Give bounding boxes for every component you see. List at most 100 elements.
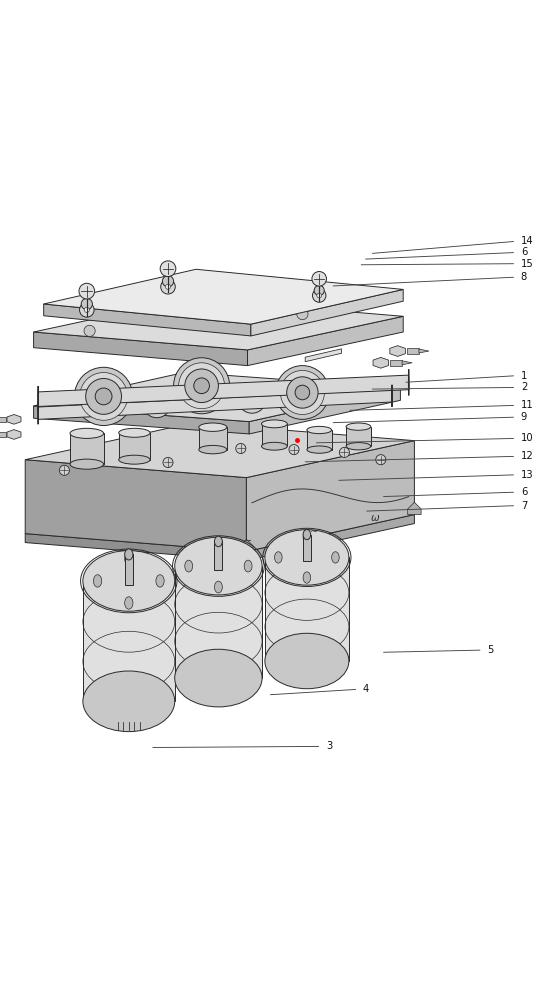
Circle shape: [339, 447, 349, 457]
Polygon shape: [390, 360, 402, 366]
Polygon shape: [44, 304, 251, 336]
Circle shape: [194, 378, 209, 394]
Ellipse shape: [408, 369, 409, 395]
Polygon shape: [249, 388, 400, 434]
Polygon shape: [240, 539, 253, 552]
Circle shape: [317, 293, 321, 298]
Ellipse shape: [70, 459, 104, 469]
Circle shape: [80, 303, 94, 317]
Ellipse shape: [265, 530, 349, 585]
Polygon shape: [199, 427, 227, 450]
Text: 15: 15: [521, 259, 534, 269]
Circle shape: [143, 390, 171, 418]
Circle shape: [236, 443, 246, 454]
Ellipse shape: [38, 386, 39, 412]
Text: 10: 10: [521, 433, 534, 443]
Ellipse shape: [265, 633, 349, 689]
Circle shape: [238, 385, 266, 413]
Ellipse shape: [214, 536, 222, 547]
Polygon shape: [402, 361, 412, 365]
Polygon shape: [25, 460, 246, 552]
Text: 9: 9: [521, 412, 527, 422]
Circle shape: [79, 283, 95, 299]
Circle shape: [281, 370, 324, 415]
Polygon shape: [0, 417, 6, 422]
Ellipse shape: [185, 560, 193, 572]
Circle shape: [376, 455, 386, 465]
Circle shape: [161, 279, 175, 294]
Ellipse shape: [119, 428, 150, 437]
Polygon shape: [7, 415, 21, 424]
Polygon shape: [298, 661, 302, 673]
Circle shape: [289, 445, 299, 455]
Polygon shape: [38, 390, 393, 419]
Circle shape: [95, 388, 112, 405]
Polygon shape: [346, 427, 371, 446]
Ellipse shape: [119, 455, 150, 464]
Polygon shape: [305, 349, 342, 362]
Ellipse shape: [274, 552, 282, 563]
Text: 14: 14: [521, 236, 534, 246]
Polygon shape: [0, 432, 6, 437]
Ellipse shape: [303, 532, 311, 543]
Text: 12: 12: [521, 451, 534, 461]
Polygon shape: [209, 678, 213, 690]
Circle shape: [185, 369, 218, 403]
Polygon shape: [407, 348, 419, 354]
Polygon shape: [246, 515, 414, 560]
Polygon shape: [44, 269, 403, 324]
Text: 1: 1: [521, 371, 527, 381]
Text: $-$: $-$: [243, 534, 252, 544]
Ellipse shape: [303, 572, 311, 583]
Ellipse shape: [346, 443, 371, 450]
Ellipse shape: [303, 530, 311, 540]
Circle shape: [59, 465, 69, 475]
Text: 11: 11: [521, 400, 534, 410]
Circle shape: [312, 272, 326, 286]
Circle shape: [148, 395, 165, 412]
Circle shape: [160, 261, 176, 277]
Text: $\sim$: $\sim$: [308, 524, 319, 534]
Circle shape: [86, 378, 122, 414]
Ellipse shape: [94, 575, 102, 587]
Text: 6: 6: [521, 247, 527, 257]
Polygon shape: [34, 372, 400, 422]
Ellipse shape: [244, 560, 252, 572]
Ellipse shape: [262, 420, 287, 428]
Polygon shape: [214, 541, 222, 570]
Circle shape: [165, 284, 171, 289]
Ellipse shape: [83, 671, 175, 732]
Circle shape: [297, 308, 308, 320]
Polygon shape: [34, 332, 248, 366]
Ellipse shape: [83, 551, 175, 611]
Ellipse shape: [70, 428, 104, 438]
Ellipse shape: [214, 581, 222, 593]
Text: 7: 7: [521, 501, 527, 511]
Circle shape: [179, 363, 225, 409]
Circle shape: [81, 298, 92, 310]
Ellipse shape: [346, 423, 371, 430]
Text: 5: 5: [487, 645, 493, 655]
Ellipse shape: [112, 707, 146, 720]
Ellipse shape: [38, 402, 39, 424]
Circle shape: [163, 457, 173, 468]
Ellipse shape: [125, 549, 133, 560]
Polygon shape: [246, 441, 414, 552]
Ellipse shape: [199, 423, 227, 431]
Circle shape: [74, 367, 133, 426]
Text: $\omega$: $\omega$: [370, 513, 380, 523]
Text: 6: 6: [521, 487, 527, 497]
Polygon shape: [119, 433, 150, 460]
Ellipse shape: [125, 597, 133, 609]
Circle shape: [295, 385, 310, 400]
Ellipse shape: [175, 649, 262, 707]
Polygon shape: [312, 661, 316, 673]
Polygon shape: [134, 701, 139, 714]
Polygon shape: [303, 535, 311, 561]
Ellipse shape: [391, 385, 393, 407]
Polygon shape: [83, 581, 175, 701]
Polygon shape: [25, 534, 246, 560]
Text: 3: 3: [326, 741, 332, 751]
Polygon shape: [262, 424, 287, 446]
Circle shape: [162, 276, 174, 287]
